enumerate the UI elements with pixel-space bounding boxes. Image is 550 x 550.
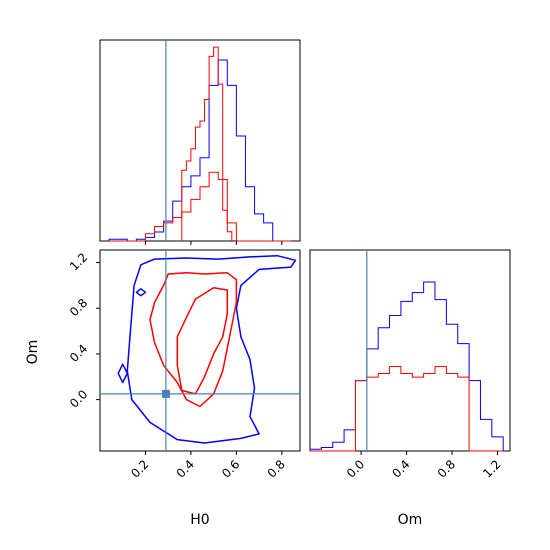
h0-hist-red-peak-series <box>181 46 233 241</box>
truth-point <box>161 389 170 398</box>
h0-hist-red-series <box>109 171 291 242</box>
panel-h0-histogram <box>99 39 301 245</box>
contour-red-1 <box>176 286 229 395</box>
om-hist-red-series <box>310 366 504 452</box>
h0-hist-blue-series <box>108 59 291 242</box>
h0-top-ticks <box>144 241 283 245</box>
contour-blue-1 <box>117 363 129 384</box>
h0-histogram-series <box>108 46 291 242</box>
om-histogram-series <box>309 281 504 452</box>
contour-blue-0 <box>126 254 297 444</box>
panel-h0-frame <box>99 39 301 242</box>
x-axis-label-h0: H0 <box>190 512 209 528</box>
panel-om-frame <box>309 249 511 452</box>
x-axis-label-om: Om <box>398 512 423 528</box>
contour-blue-2 <box>135 288 147 297</box>
truth-crosshair <box>100 250 300 451</box>
contour-series <box>117 254 297 444</box>
om-hist-blue-series <box>309 281 504 451</box>
y-axis-label-om: Om <box>25 340 41 365</box>
panel-2d-frame <box>99 249 301 452</box>
